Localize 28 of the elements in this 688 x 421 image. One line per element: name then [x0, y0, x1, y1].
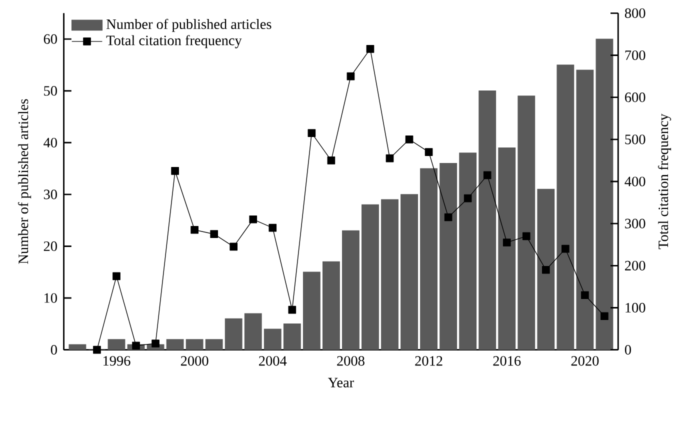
y2-tick-label: 500	[625, 134, 646, 144]
y2-tick-label: 0	[624, 345, 632, 355]
x-axis-title: Year	[328, 378, 354, 388]
x-tick-label: 2016	[493, 356, 521, 366]
y-tick-label: 20	[44, 242, 57, 252]
y2-tick-label: 300	[625, 218, 646, 229]
y2-tick-label: 700	[625, 50, 646, 60]
y-tick-label: 60	[44, 34, 57, 44]
y-tick-label: 0	[50, 345, 57, 355]
y2-tick-label: 600	[625, 92, 646, 102]
y-tick-label: 30	[44, 190, 57, 200]
legend-label: Number of published articles	[106, 19, 272, 32]
x-tick-label: 2012	[415, 356, 442, 366]
x-tick-label: 1996	[104, 356, 130, 366]
y2-tick-label: 800	[624, 8, 646, 18]
y-tick-label: 40	[44, 138, 57, 148]
y2-tick-label: 100	[626, 303, 646, 313]
y2-axis-title: Total citation frequency	[658, 114, 672, 250]
y2-tick-label: 400	[624, 176, 646, 186]
x-tick-label: 2008	[337, 356, 364, 366]
y-tick-label: 50	[44, 86, 57, 96]
y-tick-label: 10	[44, 293, 57, 303]
x-tick-label: 2020	[571, 356, 599, 366]
x-tick-label: 2004	[259, 356, 287, 366]
legend-label: Total citation frequency	[106, 35, 242, 48]
y2-tick-label: 200	[625, 261, 646, 271]
y-axis-title: Number of published articles	[18, 99, 32, 264]
x-tick-label: 2000	[180, 356, 208, 366]
